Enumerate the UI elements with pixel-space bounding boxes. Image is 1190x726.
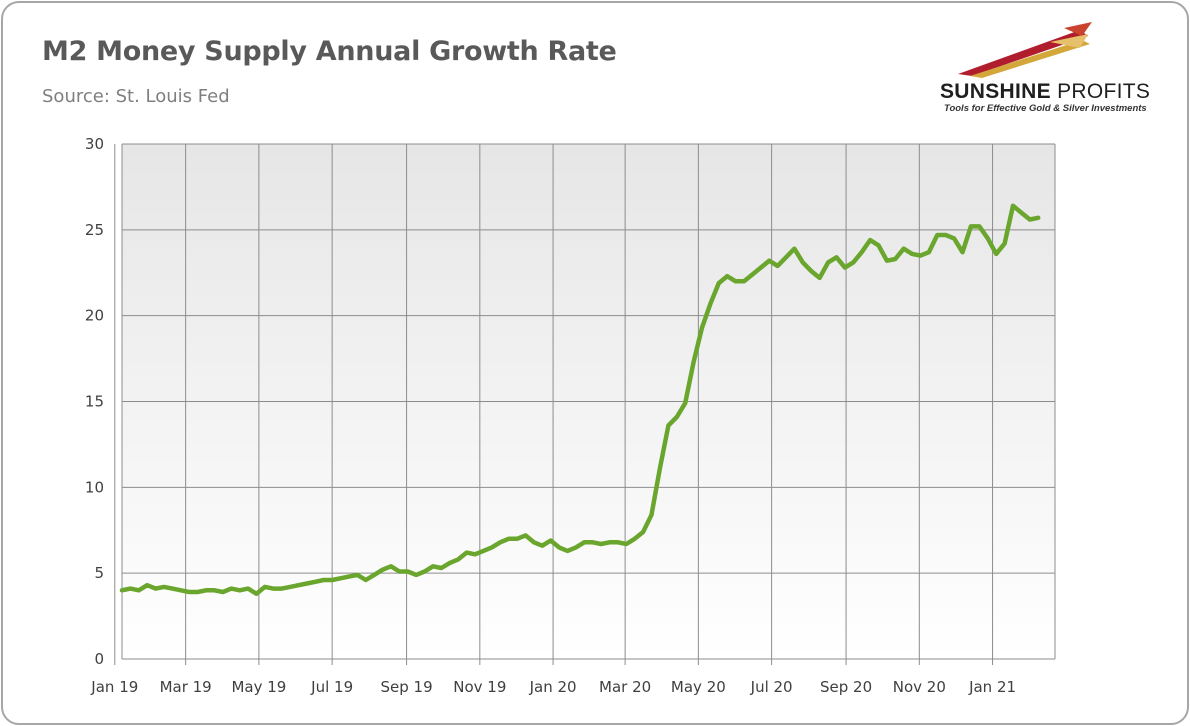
sunshine-profits-logo-icon xyxy=(958,22,1092,78)
y-tick-label: 0 xyxy=(94,650,104,668)
series-line xyxy=(119,203,1041,597)
y-tick-label: 20 xyxy=(85,307,104,325)
x-tick-label: Jan 19 xyxy=(90,678,138,696)
y-tick-label: 30 xyxy=(85,135,104,153)
x-tick-label: Jul 19 xyxy=(310,678,353,696)
y-tick-label: 5 xyxy=(94,564,104,582)
source-note: Source: St. Louis Fed xyxy=(42,86,230,107)
y-tick-label: 15 xyxy=(85,393,104,411)
x-tick-label: Nov 19 xyxy=(453,678,506,696)
page-title: M2 Money Supply Annual Growth Rate xyxy=(42,36,617,67)
y-tick-label: 10 xyxy=(85,478,104,496)
x-tick-label: Mar 19 xyxy=(160,678,212,696)
x-tick-label: Jul 20 xyxy=(750,678,793,696)
logo-name-bold: SUNSHINE xyxy=(940,80,1051,103)
x-tick-label: Sep 20 xyxy=(820,678,872,696)
x-tick-label: Jan 21 xyxy=(968,678,1016,696)
logo-tagline: Tools for Effective Gold & Silver Invest… xyxy=(944,103,1147,114)
logo-name-light: PROFITS xyxy=(1057,80,1151,103)
x-tick-label: Sep 19 xyxy=(381,678,433,696)
y-tick-label: 25 xyxy=(85,221,104,239)
x-tick-label: May 19 xyxy=(231,678,286,696)
x-tick-label: Mar 20 xyxy=(599,678,651,696)
x-tick-label: Jan 20 xyxy=(529,678,577,696)
x-tick-label: Nov 20 xyxy=(893,678,946,696)
logo-wordmark: SUNSHINE PROFITS xyxy=(940,80,1150,104)
x-tick-label: May 20 xyxy=(671,678,726,696)
